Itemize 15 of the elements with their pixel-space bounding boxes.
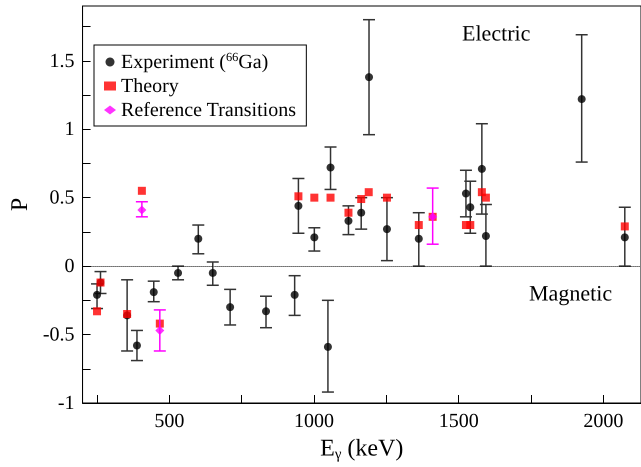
legend-label: Theory <box>121 75 179 97</box>
x-tick-label: 2000 <box>583 410 624 432</box>
y-tick-label: 1.5 <box>50 50 75 72</box>
annotation: Magnetic <box>529 280 612 306</box>
x-tick-label: 1500 <box>438 410 479 432</box>
legend-label: Reference Transitions <box>121 99 296 121</box>
x-tick-label: 1000 <box>294 410 334 432</box>
y-tick-label: 0 <box>64 255 75 278</box>
y-tick-label: -0.5 <box>42 324 75 346</box>
y-tick-label: 0.5 <box>50 186 75 209</box>
y-axis-title: P <box>7 198 33 212</box>
y-tick-label: -1 <box>58 392 75 414</box>
x-tick-label: 500 <box>154 410 184 432</box>
y-tick-label: 1 <box>64 118 75 140</box>
annotation: Electric <box>462 20 531 46</box>
